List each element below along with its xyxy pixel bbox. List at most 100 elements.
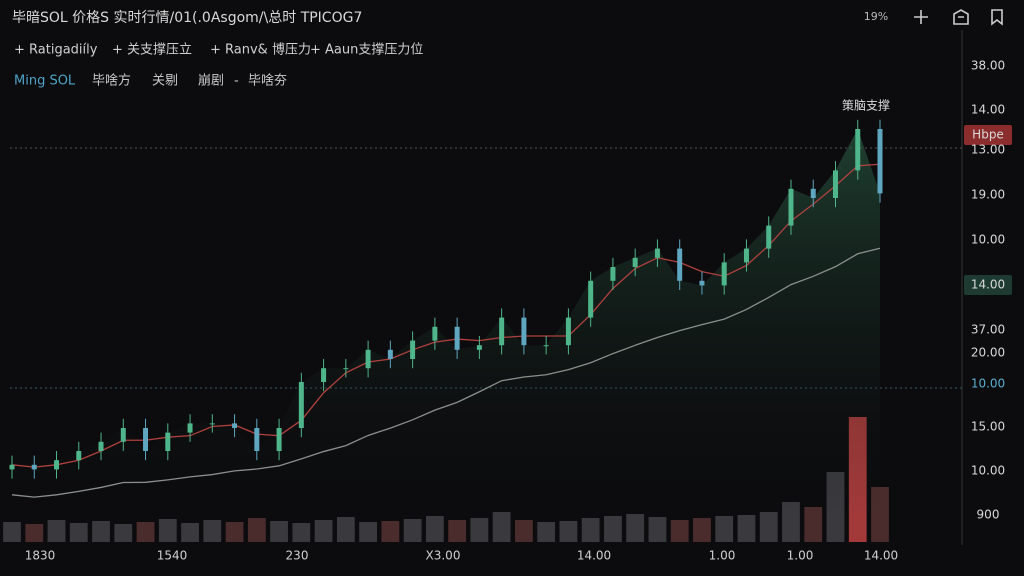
candle xyxy=(543,345,549,347)
x-axis-label: X3.00 xyxy=(426,549,461,563)
annotation: 策脑支撑 xyxy=(842,98,890,113)
legend-item: 毕啥方 xyxy=(92,73,131,89)
candle xyxy=(699,280,705,286)
status: 19% xyxy=(864,10,888,23)
candle xyxy=(143,428,149,451)
volume-bar xyxy=(181,523,199,542)
candle xyxy=(432,326,438,341)
volume-bar xyxy=(448,520,467,542)
price-tag xyxy=(964,125,1012,145)
candle xyxy=(766,225,772,249)
x-axis-label: 1540 xyxy=(157,549,188,563)
y-axis-label: 900 xyxy=(977,508,1000,522)
moving-average xyxy=(11,163,881,468)
volume-bar xyxy=(670,520,689,542)
add-icon[interactable] xyxy=(914,10,928,24)
toolbar-item[interactable]: + Ratigadiíly xyxy=(14,43,98,58)
x-axis-label: 1.00 xyxy=(787,549,814,563)
candle xyxy=(476,345,482,350)
volume-bar xyxy=(715,516,734,542)
title: 毕暗SOL 价格S 实时行情/01(.0Asgom/\总时 TPICOG7 xyxy=(12,10,362,26)
volume-bar xyxy=(47,520,66,542)
moving-average xyxy=(11,247,881,498)
candle xyxy=(743,248,749,263)
volume-bar xyxy=(270,521,288,542)
volume-bar xyxy=(359,522,378,542)
candle xyxy=(499,317,505,346)
volume-bar xyxy=(114,524,133,542)
candle xyxy=(588,280,594,318)
candle xyxy=(521,317,527,346)
y-axis-label: 19.00 xyxy=(971,188,1005,202)
building-icon[interactable] xyxy=(953,9,969,25)
candle xyxy=(31,464,37,470)
volume-bar xyxy=(247,518,266,542)
candle xyxy=(54,460,60,470)
toolbar-item[interactable]: + 关支撑压立 xyxy=(112,43,192,58)
x-axis-label: 230 xyxy=(286,549,309,563)
volume-bar xyxy=(3,522,21,542)
volume-bar xyxy=(470,518,489,542)
x-axis-label: 14.00 xyxy=(864,549,898,563)
candle xyxy=(321,368,327,382)
x-axis-label: 1.00 xyxy=(709,549,736,563)
price-tag xyxy=(964,275,1012,295)
legend-item: Ming SOL xyxy=(14,74,76,89)
volume-bar xyxy=(737,515,756,542)
volume-bar xyxy=(92,521,110,542)
y-axis-label: 37.00 xyxy=(971,323,1005,337)
candle xyxy=(254,428,260,451)
candle xyxy=(632,257,638,267)
y-axis-label: 10.00 xyxy=(971,377,1005,391)
candle xyxy=(343,368,349,370)
candle xyxy=(454,326,460,350)
candle xyxy=(232,423,238,428)
volume-bar xyxy=(559,521,578,542)
x-axis-label: 1830 xyxy=(25,549,56,563)
candle xyxy=(76,451,82,461)
candle xyxy=(410,340,416,359)
volume-bar xyxy=(314,520,333,542)
candle xyxy=(810,188,816,198)
bookmark-icon[interactable] xyxy=(991,9,1003,26)
candle xyxy=(276,428,282,451)
candle xyxy=(654,248,660,258)
volume-bar xyxy=(514,520,533,542)
y-axis-label: 38.00 xyxy=(971,59,1005,73)
toolbar-item[interactable]: + Aaun支撑压力位 xyxy=(310,43,423,58)
candle xyxy=(9,464,15,470)
candle xyxy=(721,262,727,286)
y-axis-label: 20.00 xyxy=(971,346,1005,360)
volume-bar xyxy=(225,522,244,542)
candle xyxy=(209,423,215,425)
volume-bar xyxy=(203,520,222,542)
legend-item: - xyxy=(234,74,239,89)
candle xyxy=(120,428,126,442)
legend-item: 关剔 xyxy=(152,74,178,89)
volume-bar xyxy=(69,523,88,542)
y-axis-label: 14.00 xyxy=(971,103,1005,117)
candle xyxy=(365,349,371,369)
candle xyxy=(610,267,616,281)
y-axis-label: 14.00 xyxy=(971,278,1005,292)
candle xyxy=(187,423,193,433)
toolbar-item[interactable]: + Ranv& 博压力 xyxy=(210,43,311,58)
candle xyxy=(677,248,683,281)
candle xyxy=(387,349,393,359)
volume-bar xyxy=(648,517,667,542)
candle xyxy=(788,188,794,226)
volume-bar xyxy=(537,522,556,542)
y-axis-label: 15.00 xyxy=(971,420,1005,434)
candle xyxy=(832,170,838,198)
y-axis-label: 13.00 xyxy=(971,143,1005,157)
volume-bar xyxy=(336,517,355,542)
volume-bar xyxy=(403,519,422,542)
volume-bar xyxy=(158,519,177,542)
legend-item: 崩剧 xyxy=(198,74,224,89)
y-axis-label: Hbpe xyxy=(972,128,1004,142)
y-axis-label: 10.00 xyxy=(971,464,1005,478)
candle xyxy=(165,432,171,451)
candle xyxy=(855,129,861,171)
candle xyxy=(98,441,104,451)
